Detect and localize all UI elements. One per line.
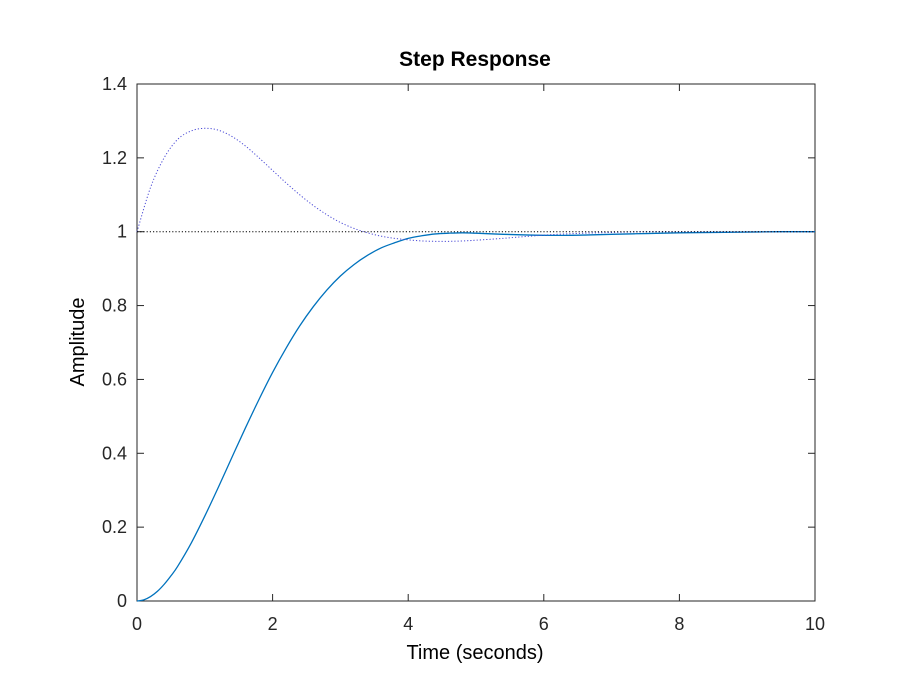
y-tick-label: 1.4 (102, 74, 127, 94)
series-group (136, 127, 816, 602)
y-tick-label: 1 (117, 222, 127, 242)
x-tick-label: 2 (268, 614, 278, 634)
y-tick-label: 0.2 (102, 517, 127, 537)
y-axis-label: Amplitude (67, 298, 89, 387)
y-tick-label: 0.4 (102, 443, 127, 463)
x-tick-label: 10 (805, 614, 825, 634)
series-reference-response (136, 127, 815, 242)
series-response (136, 231, 816, 602)
x-tick-label: 6 (539, 614, 549, 634)
x-tick-label: 0 (132, 614, 142, 634)
y-tick-label: 0.8 (102, 296, 127, 316)
x-tick-label: 4 (403, 614, 413, 634)
y-tick-label: 0 (117, 591, 127, 611)
axes-box (136, 83, 816, 602)
chart-title: Step Response (399, 48, 551, 71)
x-tick-label: 8 (674, 614, 684, 634)
x-axis-label: Time (seconds) (406, 642, 543, 664)
y-tick-label: 0.6 (102, 369, 127, 389)
y-tick-label: 1.2 (102, 148, 127, 168)
plot-area (136, 83, 816, 602)
axis-ticks: 0 2 4 6 8 10 0 0.2 0.4 0.6 0.8 1 1.2 1.4 (102, 74, 825, 634)
